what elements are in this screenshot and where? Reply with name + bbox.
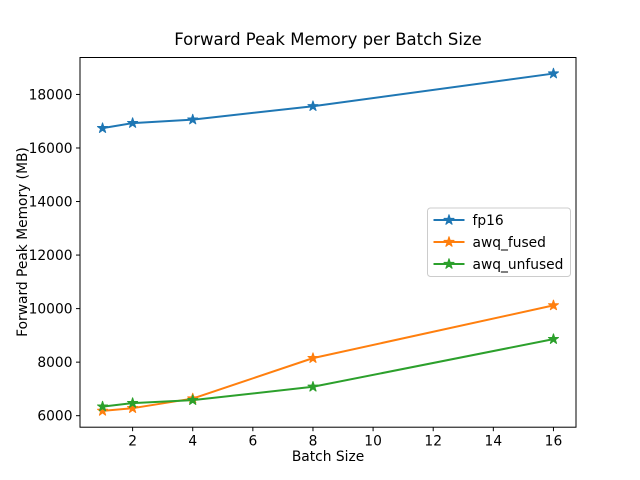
- x-tick-label: 16: [545, 434, 563, 450]
- legend-marker-fp16: [443, 214, 455, 225]
- data-point-marker-awq_fused: [97, 405, 109, 416]
- legend-label-fp16: fp16: [473, 213, 504, 229]
- y-tick-label: 14000: [29, 195, 73, 211]
- data-point-marker-fp16: [127, 117, 139, 128]
- data-point-marker-awq_unfused: [547, 333, 559, 344]
- x-tick-label: 6: [248, 434, 257, 450]
- legend-label-awq_unfused: awq_unfused: [473, 257, 564, 273]
- series-line-fp16: [102, 72, 554, 130]
- x-axis-label: Batch Size: [292, 449, 364, 465]
- plot-area: 6000 8000 10000 12000 14000 16000 18000 2 4 6 8 10 1…: [29, 57, 577, 450]
- y-tick-label: 10000: [29, 302, 73, 318]
- axes-spines: [79, 57, 577, 428]
- series-line-awq_fused: [102, 304, 554, 412]
- data-point-marker-fp16: [307, 100, 319, 112]
- chart-title: Forward Peak Memory per Batch Size: [174, 30, 482, 49]
- data-point-marker-awq_fused: [307, 352, 319, 363]
- legend: fp16 awq_fused awq_unfused: [427, 207, 571, 277]
- y-tick-label: 18000: [29, 87, 73, 103]
- data-point-marker-awq_unfused: [97, 400, 109, 412]
- data-point-marker-awq_fused: [127, 402, 139, 413]
- legend-marker-awq_unfused: [443, 258, 455, 269]
- data-point-marker-awq_unfused: [307, 380, 319, 392]
- data-point-marker-fp16: [187, 113, 199, 125]
- x-tick-label: 4: [188, 434, 197, 450]
- legend-label-awq_fused: awq_fused: [473, 235, 546, 251]
- data-point-marker-awq_unfused: [127, 397, 139, 408]
- x-tick-label: 10: [364, 434, 382, 450]
- legend-box: [427, 207, 571, 277]
- y-tick-label: 16000: [29, 141, 73, 157]
- data-point-marker-awq_unfused: [187, 394, 199, 405]
- series-line-awq_unfused: [102, 338, 554, 408]
- data-point-marker-fp16: [97, 122, 109, 133]
- x-tick-label: 14: [485, 434, 503, 450]
- legend-marker-awq_fused: [443, 236, 455, 247]
- x-tick-label: 8: [309, 434, 318, 450]
- y-tick-label: 8000: [37, 355, 72, 371]
- y-tick-label: 12000: [29, 248, 73, 264]
- y-axis-label: Forward Peak Memory (MB): [15, 147, 31, 337]
- data-point-marker-fp16: [547, 67, 559, 79]
- y-tick-label: 6000: [37, 409, 72, 425]
- x-tick-label: 12: [424, 434, 442, 450]
- data-point-marker-awq_fused: [547, 299, 559, 311]
- x-tick-label: 2: [128, 434, 137, 450]
